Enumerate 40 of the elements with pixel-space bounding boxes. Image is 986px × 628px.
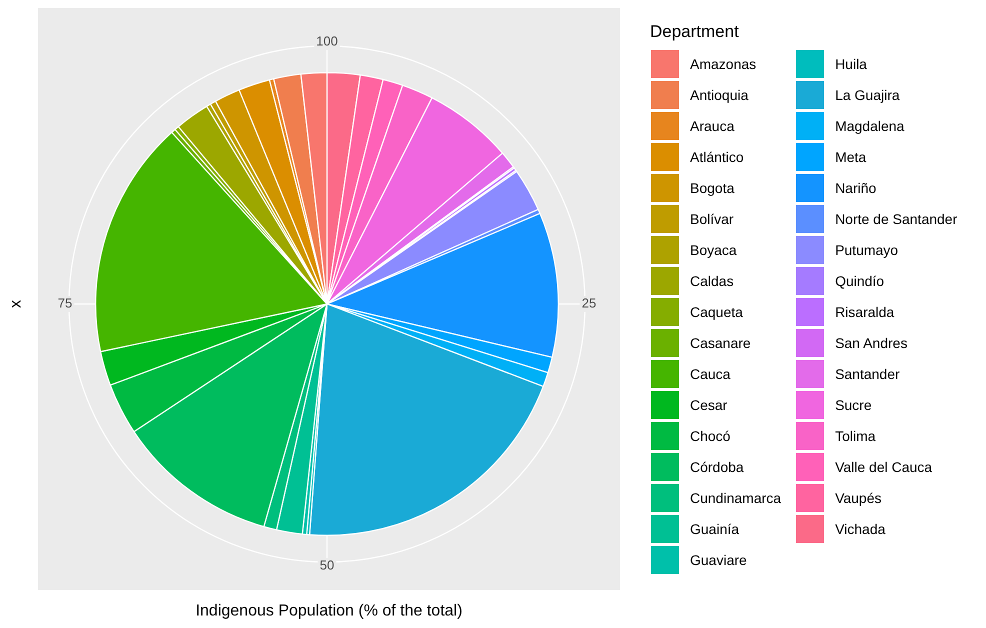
- legend-label: Bogota: [690, 180, 734, 196]
- text: Indigenous Population (% of the total): [196, 602, 462, 620]
- legend-label: Quindío: [835, 272, 884, 288]
- legend-label: Arauca: [690, 118, 734, 134]
- legend-label: Cundinamarca: [690, 490, 782, 506]
- legend-label: Vichada: [835, 520, 886, 536]
- legend-label: Caldas: [690, 272, 734, 288]
- legend-label: La Guajira: [835, 86, 900, 102]
- legend-label: Chocó: [690, 428, 730, 444]
- legend-title: Department: [650, 22, 740, 42]
- legend-label: Cesar: [690, 396, 728, 412]
- text: 50: [320, 558, 334, 573]
- legend-label: Tolima: [835, 428, 876, 444]
- legend-label: Valle del Cauca: [835, 458, 932, 474]
- legend-label: Meta: [835, 148, 866, 164]
- legend-label: Bolívar: [690, 210, 734, 226]
- legend-label: Guaviare: [690, 552, 747, 568]
- text: 100: [316, 34, 338, 49]
- legend-label: Huila: [835, 56, 867, 72]
- legend-label: Putumayo: [835, 242, 898, 258]
- legend-label: Vaupés: [835, 490, 882, 506]
- legend-label: Nariño: [835, 180, 876, 196]
- legend-label: Córdoba: [690, 458, 744, 474]
- text: 25: [582, 296, 596, 311]
- legend-label: San Andres: [835, 334, 908, 350]
- legend-label: Casanare: [690, 334, 751, 350]
- legend-label: Amazonas: [690, 56, 756, 72]
- legend-label: Boyaca: [690, 242, 737, 258]
- text: 75: [58, 296, 72, 311]
- legend-label: Antioquia: [690, 86, 748, 102]
- legend-label: Guainía: [690, 520, 740, 536]
- legend-label: Atlántico: [690, 148, 744, 164]
- legend-label: Santander: [835, 366, 900, 382]
- legend-label: Cauca: [690, 366, 730, 382]
- legend-label: Risaralda: [835, 304, 894, 320]
- legend-label: Magdalena: [835, 118, 904, 134]
- legend-label: Caqueta: [690, 304, 743, 320]
- legend-label: Sucre: [835, 396, 872, 412]
- text: x: [7, 300, 24, 308]
- legend-label: Norte de Santander: [835, 210, 958, 226]
